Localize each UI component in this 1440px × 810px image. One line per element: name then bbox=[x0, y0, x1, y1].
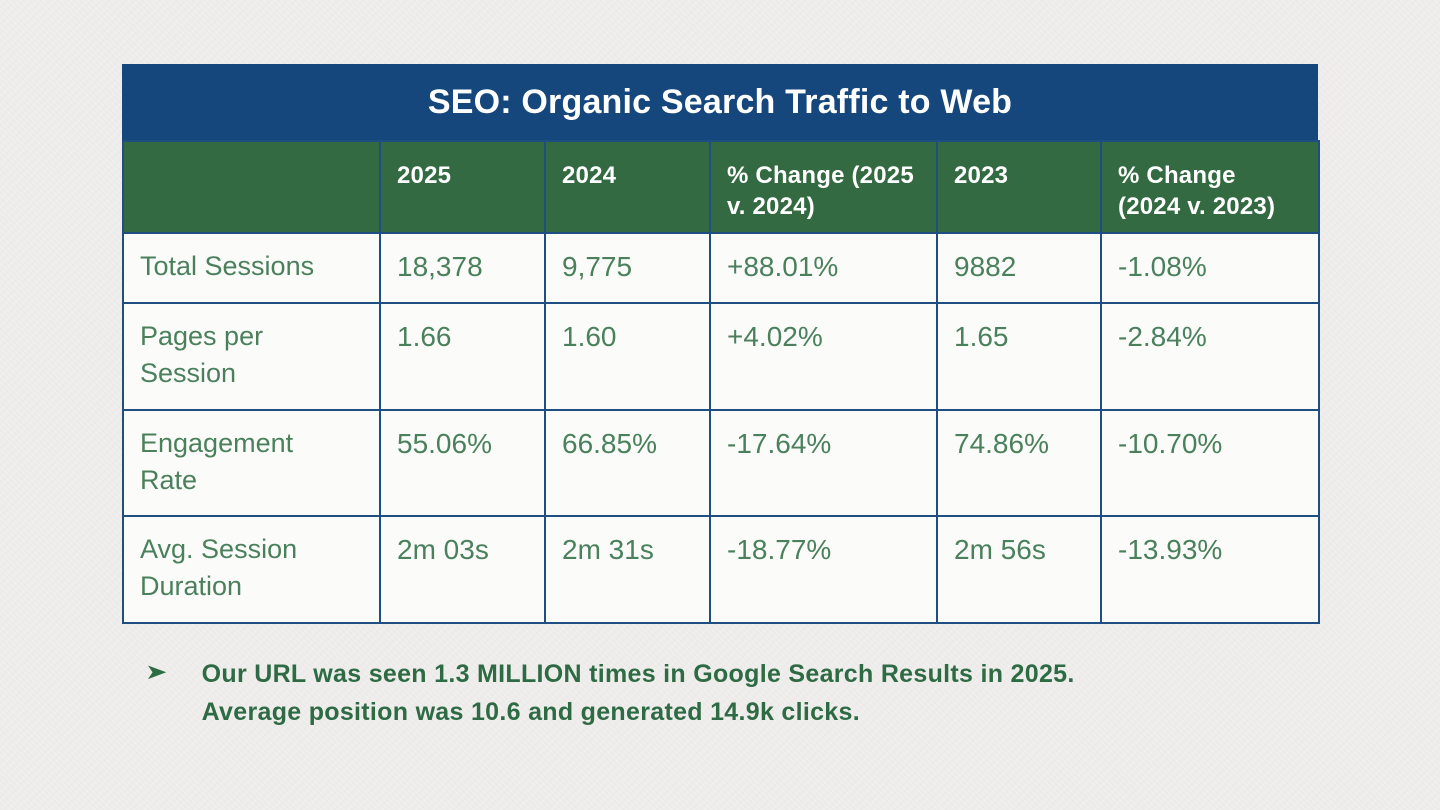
table-title: SEO: Organic Search Traffic to Web bbox=[427, 82, 1013, 121]
cell-pages-per-session-change-25v24: +4.02% bbox=[709, 302, 938, 411]
cell-engagement-rate-change-24v23: -10.70% bbox=[1100, 409, 1320, 517]
cell-total-sessions-2024: 9,775 bbox=[544, 232, 711, 304]
row-label-pages-per-session: Pages per Session bbox=[122, 302, 381, 411]
cell-engagement-rate-2024: 66.85% bbox=[544, 409, 711, 517]
column-header-change-2024-2023: % Change (2024 v. 2023) bbox=[1100, 140, 1320, 234]
cell-avg-session-duration-2024: 2m 31s bbox=[544, 515, 711, 624]
table-title-bar: SEO: Organic Search Traffic to Web bbox=[122, 64, 1318, 140]
cell-engagement-rate-change-25v24: -17.64% bbox=[709, 409, 938, 517]
footnote-text: Our URL was seen 1.3 MILLION times in Go… bbox=[202, 655, 1075, 731]
cell-avg-session-duration-2023: 2m 56s bbox=[936, 515, 1102, 624]
cell-total-sessions-2023: 9882 bbox=[936, 232, 1102, 304]
cell-avg-session-duration-change-24v23: -13.93% bbox=[1100, 515, 1320, 624]
cell-avg-session-duration-change-25v24: -18.77% bbox=[709, 515, 938, 624]
cell-pages-per-session-2023: 1.65 bbox=[936, 302, 1102, 411]
cell-total-sessions-change-25v24: +88.01% bbox=[709, 232, 938, 304]
cell-avg-session-duration-2025: 2m 03s bbox=[379, 515, 546, 624]
column-header-2023: 2023 bbox=[936, 140, 1102, 234]
cell-engagement-rate-2023: 74.86% bbox=[936, 409, 1102, 517]
column-header-blank bbox=[122, 140, 381, 234]
table-header-row: 2025 2024 % Change (2025 v. 2024) 2023 %… bbox=[122, 140, 1320, 234]
table-row: Avg. Session Duration 2m 03s 2m 31s -18.… bbox=[122, 515, 1320, 624]
seo-metrics-table: 2025 2024 % Change (2025 v. 2024) 2023 %… bbox=[122, 140, 1320, 624]
cell-total-sessions-2025: 18,378 bbox=[379, 232, 546, 304]
row-label-total-sessions: Total Sessions bbox=[122, 232, 381, 304]
row-label-engagement-rate: Engagement Rate bbox=[122, 409, 381, 517]
table-row: Pages per Session 1.66 1.60 +4.02% 1.65 … bbox=[122, 302, 1320, 411]
seo-table-block: SEO: Organic Search Traffic to Web 2025 … bbox=[122, 64, 1320, 624]
cell-pages-per-session-change-24v23: -2.84% bbox=[1100, 302, 1320, 411]
column-header-2025: 2025 bbox=[379, 140, 546, 234]
arrowhead-bullet-icon: ➤ bbox=[145, 660, 168, 684]
cell-pages-per-session-2025: 1.66 bbox=[379, 302, 546, 411]
footnote-line-1: Our URL was seen 1.3 MILLION times in Go… bbox=[201, 660, 1075, 688]
column-header-change-2025-2024: % Change (2025 v. 2024) bbox=[709, 140, 938, 234]
column-header-2024: 2024 bbox=[544, 140, 711, 234]
cell-pages-per-session-2024: 1.60 bbox=[544, 302, 711, 411]
cell-total-sessions-change-24v23: -1.08% bbox=[1100, 232, 1320, 304]
table-row: Total Sessions 18,378 9,775 +88.01% 9882… bbox=[122, 232, 1320, 304]
cell-engagement-rate-2025: 55.06% bbox=[379, 409, 546, 517]
footnote-line-2: Average position was 10.6 and generated … bbox=[201, 698, 860, 726]
footnote: ➤ Our URL was seen 1.3 MILLION times in … bbox=[145, 655, 1075, 731]
row-label-avg-session-duration: Avg. Session Duration bbox=[122, 515, 381, 624]
table-row: Engagement Rate 55.06% 66.85% -17.64% 74… bbox=[122, 409, 1320, 517]
